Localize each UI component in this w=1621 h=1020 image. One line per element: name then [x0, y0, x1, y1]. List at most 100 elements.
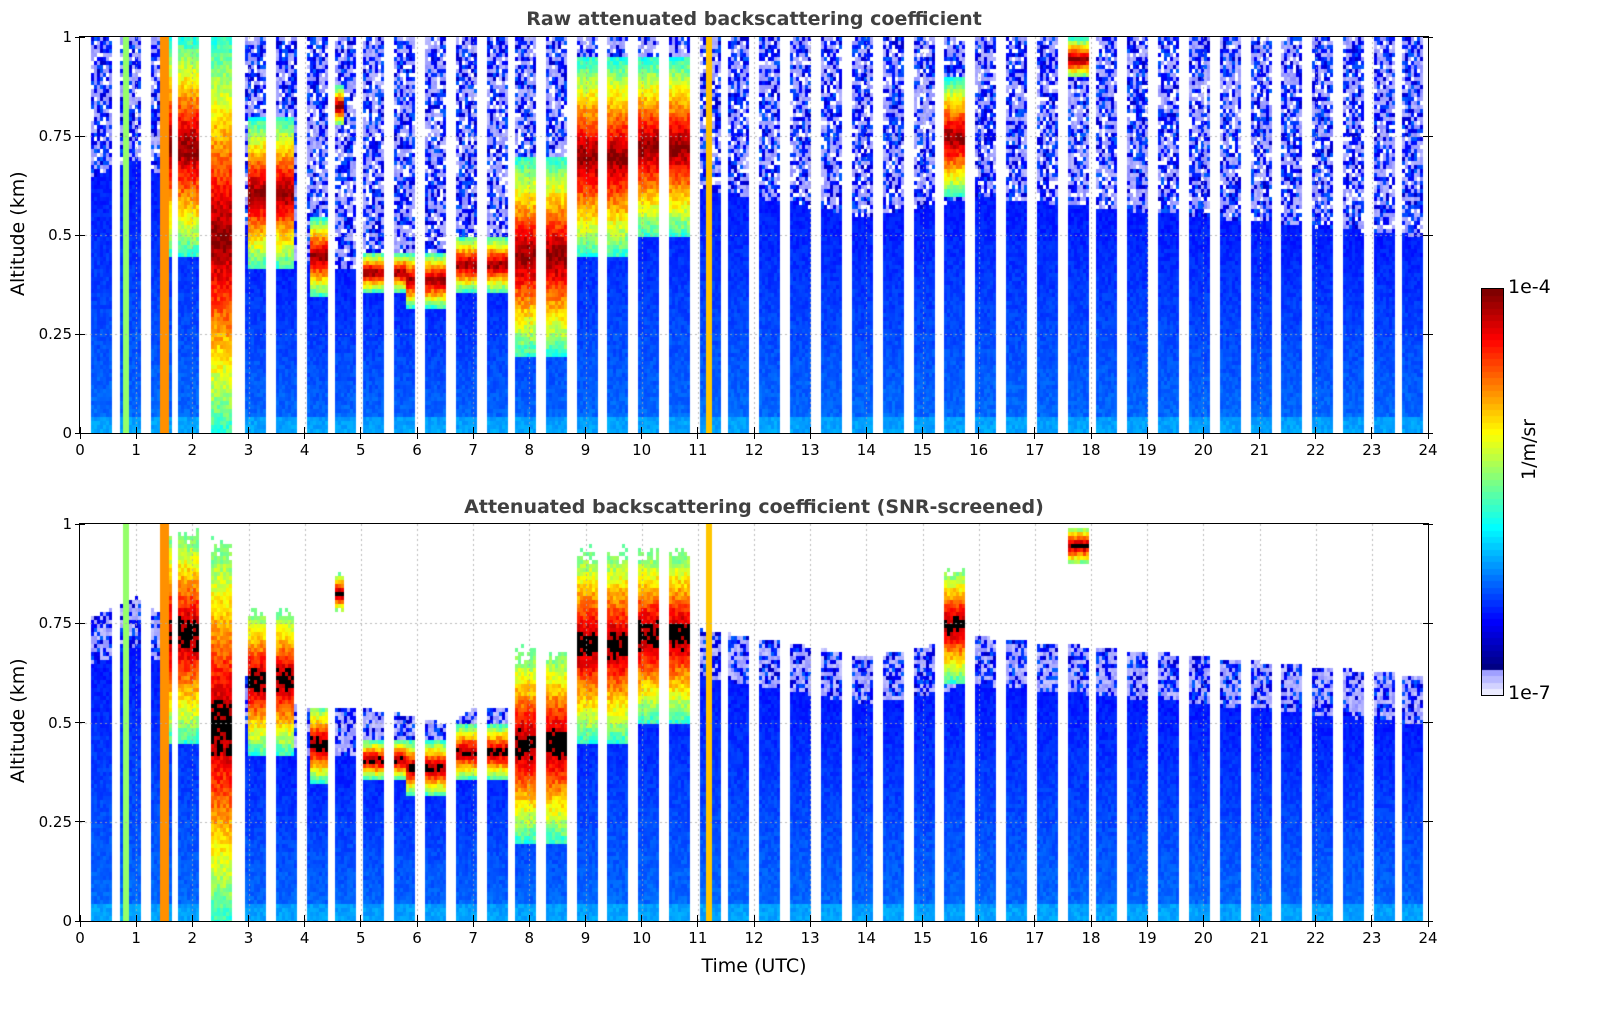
y-tick-mark-right	[1423, 432, 1433, 434]
x-tick-label: 2	[187, 929, 198, 947]
x-tick-label: 0	[75, 929, 85, 947]
y-tick-label: 0	[62, 424, 72, 442]
x-tick-mark	[1090, 915, 1092, 927]
x-tick-label: 11	[688, 441, 708, 459]
y-tick-label: 1	[62, 515, 72, 533]
x-tick-label: 12	[744, 929, 764, 947]
y-tick-mark-right	[1423, 523, 1433, 525]
x-tick-mark	[360, 427, 362, 439]
colorbar-unit-label: 1/m/sr	[1518, 418, 1540, 480]
y-tick-label: 0.5	[48, 713, 72, 732]
y-tick-mark	[75, 920, 85, 922]
x-tick-mark	[753, 427, 755, 439]
x-tick-mark	[865, 915, 867, 927]
x-tick-mark	[360, 915, 362, 927]
x-tick-label: 21	[1249, 929, 1270, 947]
x-tick-mark	[1202, 915, 1204, 927]
x-tick-label: 18	[1081, 929, 1101, 947]
x-tick-mark	[472, 915, 474, 927]
x-tick-label: 4	[299, 929, 310, 947]
x-tick-mark	[135, 915, 137, 927]
y-tick-label: 0	[62, 912, 72, 930]
bottom-chart-title: Attenuated backscattering coefficient (S…	[464, 496, 1044, 518]
y-tick-mark	[75, 135, 85, 137]
x-tick-mark	[585, 427, 586, 439]
x-tick-mark	[809, 427, 811, 439]
colorbar-max-label: 1e-4	[1508, 276, 1551, 298]
x-tick-mark	[1034, 427, 1036, 439]
x-tick-label: 2	[187, 441, 198, 459]
y-tick-label: 0.25	[38, 812, 72, 831]
y-tick-mark	[75, 36, 85, 38]
x-tick-mark	[697, 427, 699, 439]
x-tick-mark	[978, 915, 980, 927]
x-tick-label: 13	[800, 441, 820, 459]
y-tick-mark	[75, 333, 85, 335]
x-tick-mark	[1259, 427, 1260, 439]
x-tick-label: 14	[856, 441, 876, 459]
x-tick-mark	[528, 427, 530, 439]
x-tick-mark	[416, 427, 418, 439]
x-tick-mark	[922, 427, 923, 439]
x-tick-mark	[1090, 427, 1092, 439]
y-tick-mark	[75, 234, 85, 236]
y-tick-label: 0.75	[38, 614, 72, 633]
y-tick-mark-right	[1423, 36, 1433, 38]
x-tick-mark	[641, 427, 643, 439]
x-axis-label: Time (UTC)	[701, 955, 807, 977]
x-tick-label: 20	[1193, 441, 1213, 459]
x-tick-mark	[585, 915, 586, 927]
x-tick-label: 6	[412, 929, 422, 947]
x-tick-mark	[1202, 427, 1204, 439]
x-tick-mark	[416, 915, 418, 927]
x-tick-mark	[865, 427, 867, 439]
x-tick-label: 1	[131, 441, 141, 459]
y-tick-mark-right	[1423, 722, 1433, 723]
x-tick-mark	[528, 915, 530, 927]
x-tick-label: 10	[632, 929, 652, 947]
x-tick-label: 24	[1418, 929, 1438, 947]
x-tick-label: 12	[744, 441, 764, 459]
x-tick-mark	[641, 915, 643, 927]
x-tick-label: 19	[1137, 929, 1157, 947]
x-tick-mark	[248, 427, 249, 439]
y-tick-mark	[75, 432, 85, 434]
colorbar	[1481, 288, 1504, 696]
bottom-axes-frame	[79, 523, 1429, 922]
x-tick-mark	[1034, 915, 1036, 927]
x-tick-label: 22	[1306, 929, 1326, 947]
y-tick-mark	[75, 622, 85, 624]
x-tick-label: 9	[580, 441, 591, 459]
colorbar-min-label: 1e-7	[1508, 682, 1551, 704]
y-tick-mark-right	[1423, 135, 1433, 137]
x-tick-label: 15	[912, 929, 933, 947]
x-tick-mark	[1371, 427, 1373, 439]
y-tick-mark-right	[1423, 234, 1433, 236]
y-tick-mark	[75, 523, 85, 525]
top-chart-title: Raw attenuated backscattering coefficien…	[526, 8, 982, 30]
x-tick-mark	[1146, 427, 1148, 439]
x-tick-label: 3	[243, 929, 254, 947]
x-tick-mark	[922, 915, 923, 927]
x-tick-label: 21	[1249, 441, 1270, 459]
y-tick-mark-right	[1423, 821, 1433, 823]
x-tick-label: 17	[1025, 929, 1045, 947]
x-tick-label: 22	[1306, 441, 1326, 459]
x-tick-mark	[1259, 915, 1260, 927]
x-tick-mark	[191, 915, 193, 927]
x-tick-mark	[1371, 915, 1373, 927]
x-tick-mark	[978, 427, 980, 439]
x-tick-label: 4	[299, 441, 310, 459]
x-tick-mark	[809, 915, 811, 927]
bottom-heatmap	[80, 524, 1428, 921]
x-tick-label: 17	[1025, 441, 1045, 459]
x-tick-mark	[1315, 427, 1317, 439]
x-tick-mark	[135, 427, 137, 439]
x-tick-mark	[191, 427, 193, 439]
x-tick-label: 8	[524, 441, 535, 459]
x-tick-label: 7	[468, 929, 478, 947]
y-tick-label: 0.25	[38, 325, 72, 343]
x-tick-label: 15	[912, 441, 933, 459]
x-tick-mark	[304, 915, 306, 927]
x-tick-label: 14	[856, 929, 876, 947]
